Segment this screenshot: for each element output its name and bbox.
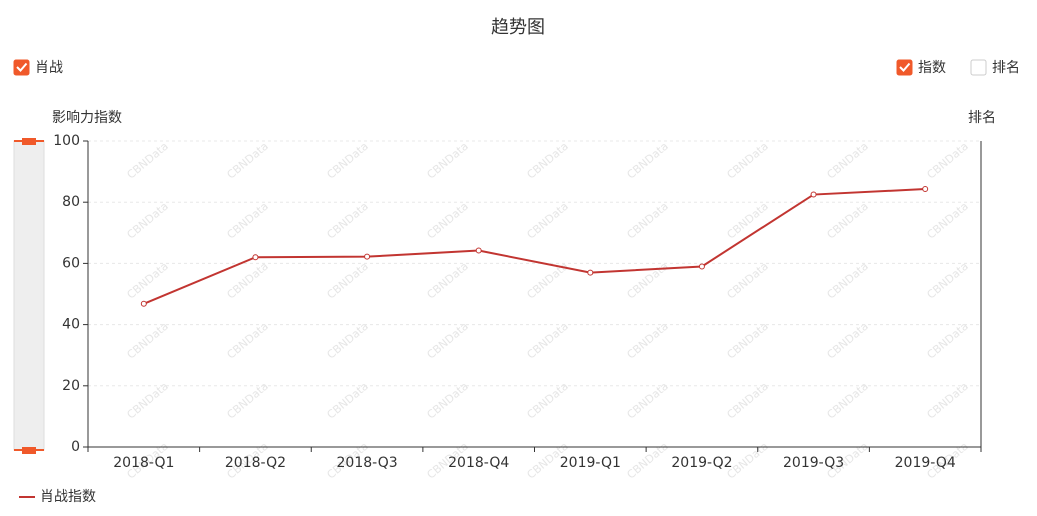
x-tick-label: 2019-Q1	[560, 455, 621, 471]
watermark: CBNData	[824, 140, 870, 182]
y-tick-label: 20	[62, 378, 80, 394]
watermark: CBNData	[824, 260, 870, 302]
watermark: CBNData	[224, 260, 270, 302]
checkbox[interactable]	[896, 59, 913, 76]
zoom-slider[interactable]	[13, 140, 45, 451]
point	[364, 253, 371, 260]
watermark: CBNData	[324, 140, 370, 182]
y-tick-label: 0	[71, 439, 80, 455]
x-tick-label: 2018-Q4	[448, 455, 509, 471]
point	[922, 186, 929, 193]
watermark: CBNData	[624, 200, 670, 242]
point	[475, 247, 482, 254]
watermark: CBNData	[924, 140, 970, 182]
point	[140, 300, 147, 307]
legend-label: 肖战指数	[40, 489, 96, 505]
watermark: CBNData	[224, 320, 270, 362]
slider-handle[interactable]	[22, 138, 36, 145]
toggle-label[interactable]: 指数	[918, 60, 946, 76]
watermark: CBNData	[724, 320, 770, 362]
y-tick-label: 40	[62, 317, 80, 333]
y-tick-label: 60	[62, 255, 80, 271]
toggle-label[interactable]: 肖战	[35, 60, 63, 76]
watermark: CBNData	[424, 260, 470, 302]
watermark: CBNData	[124, 200, 170, 242]
x-tick-label: 2018-Q2	[225, 455, 286, 471]
point	[698, 263, 705, 270]
watermark: CBNData	[424, 320, 470, 362]
watermark: CBNData	[724, 140, 770, 182]
watermark: CBNData	[724, 200, 770, 242]
watermark: CBNData	[324, 320, 370, 362]
watermark: CBNData	[524, 140, 570, 182]
check-mark	[16, 62, 28, 72]
watermark: CBNData	[524, 320, 570, 362]
watermark: CBNData	[124, 140, 170, 182]
slider-handle[interactable]	[22, 447, 36, 454]
watermark: CBNData	[724, 260, 770, 302]
watermark: CBNData	[924, 320, 970, 362]
x-tick-label: 2019-Q2	[671, 455, 732, 471]
watermark: CBNData	[824, 320, 870, 362]
line	[143, 188, 926, 305]
x-tick-label: 2019-Q3	[783, 455, 844, 471]
x-tick-label: 2019-Q4	[895, 455, 956, 471]
checkbox[interactable]	[13, 59, 30, 76]
point	[810, 191, 817, 198]
watermark: CBNData	[424, 140, 470, 182]
watermark: CBNData	[224, 140, 270, 182]
toggle-label[interactable]: 排名	[992, 60, 1020, 76]
y-tick-label: 100	[53, 133, 80, 149]
watermark: CBNData	[224, 200, 270, 242]
watermark: CBNData	[524, 260, 570, 302]
watermark: CBNData	[824, 200, 870, 242]
checkbox[interactable]	[970, 59, 987, 76]
x-tick-label: 2018-Q1	[113, 455, 174, 471]
chart-title: 趋势图	[491, 17, 545, 38]
watermark: CBNData	[624, 140, 670, 182]
watermark: CBNData	[124, 320, 170, 362]
watermark: CBNData	[524, 200, 570, 242]
watermark: CBNData	[424, 200, 470, 242]
y-tick-label: 80	[62, 194, 80, 210]
check-mark	[899, 62, 911, 72]
watermark: CBNData	[624, 260, 670, 302]
y-axis-label: 影响力指数	[52, 110, 122, 126]
watermark: CBNData	[924, 260, 970, 302]
watermark: CBNData	[324, 260, 370, 302]
watermark: CBNData	[324, 200, 370, 242]
point	[252, 254, 259, 261]
x-tick-label: 2018-Q3	[337, 455, 398, 471]
watermark: CBNData	[624, 320, 670, 362]
y2-axis-label: 排名	[968, 110, 996, 126]
point	[587, 269, 594, 276]
watermark: CBNData	[924, 200, 970, 242]
watermark: CBNData	[624, 440, 670, 482]
